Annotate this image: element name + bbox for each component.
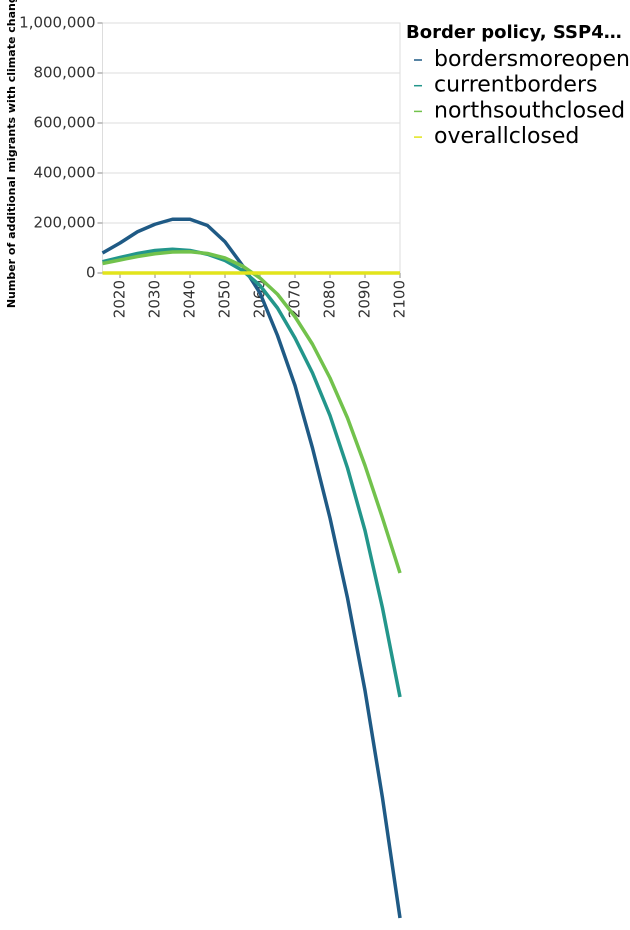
x-tick-label: 2050: [216, 280, 234, 318]
y-tick-label: 600,000: [33, 114, 95, 132]
legend-label: overallclosed: [434, 124, 579, 149]
legend-label: northsouthclosed: [434, 98, 625, 123]
x-tick-label: 2090: [356, 280, 374, 318]
y-axis-title: Number of additional migrants with clima…: [5, 0, 18, 308]
x-tick-label: 2040: [181, 280, 199, 318]
y-tick-label: 800,000: [33, 64, 95, 82]
legend-label: bordersmoreopen: [434, 47, 630, 72]
x-tick-label: 2100: [391, 280, 409, 318]
plot-frame: [102, 22, 401, 274]
legend-label: currentborders: [434, 73, 597, 98]
y-tick-label: 400,000: [33, 164, 95, 182]
legend-title: Border policy, SSP4…: [406, 22, 622, 43]
y-tick-label: 1,000,000: [19, 14, 95, 32]
series-line: [102, 247, 402, 698]
series-line: [101, 217, 402, 919]
y-tick-label: 200,000: [33, 214, 95, 232]
x-tick-label: 2020: [111, 280, 129, 318]
x-tick-label: 2080: [321, 280, 339, 318]
y-tick-label: 0: [86, 264, 96, 282]
x-tick-label: 2070: [286, 280, 304, 318]
x-tick-label: 2030: [146, 280, 164, 318]
